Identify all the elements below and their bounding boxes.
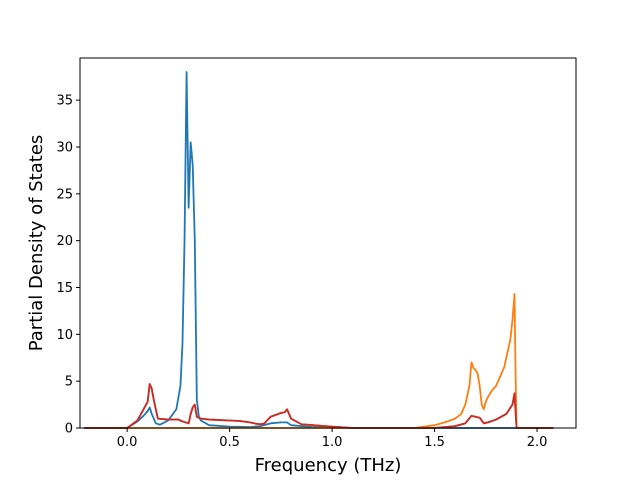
x-tick-label: 1.5 (424, 435, 445, 450)
y-axis-ticks: 0 5 10 15 20 25 30 35 (56, 94, 80, 437)
y-tick-label: 0 (65, 422, 73, 437)
y-tick-label: 5 (65, 375, 73, 390)
x-tick-label: 0.0 (117, 435, 138, 450)
x-tick-label: 0.5 (219, 435, 240, 450)
y-tick-label: 10 (56, 328, 73, 343)
plot-frame (79, 57, 577, 429)
x-axis-label: Frequency (THz) (255, 455, 402, 476)
series-line-2 (84, 293, 554, 429)
x-axis-ticks: 0.0 0.5 1.0 1.5 2.0 (117, 428, 548, 450)
y-tick-label: 35 (56, 94, 73, 109)
x-tick-label: 1.0 (322, 435, 343, 450)
series-line-4 (84, 383, 554, 429)
y-tick-label: 30 (56, 140, 73, 155)
y-axis-label: Partial Density of States (26, 135, 47, 352)
y-tick-label: 25 (56, 187, 73, 202)
y-tick-label: 20 (56, 234, 73, 249)
y-tick-label: 15 (56, 281, 73, 296)
x-tick-label: 2.0 (527, 435, 548, 450)
plot-area (80, 58, 576, 428)
